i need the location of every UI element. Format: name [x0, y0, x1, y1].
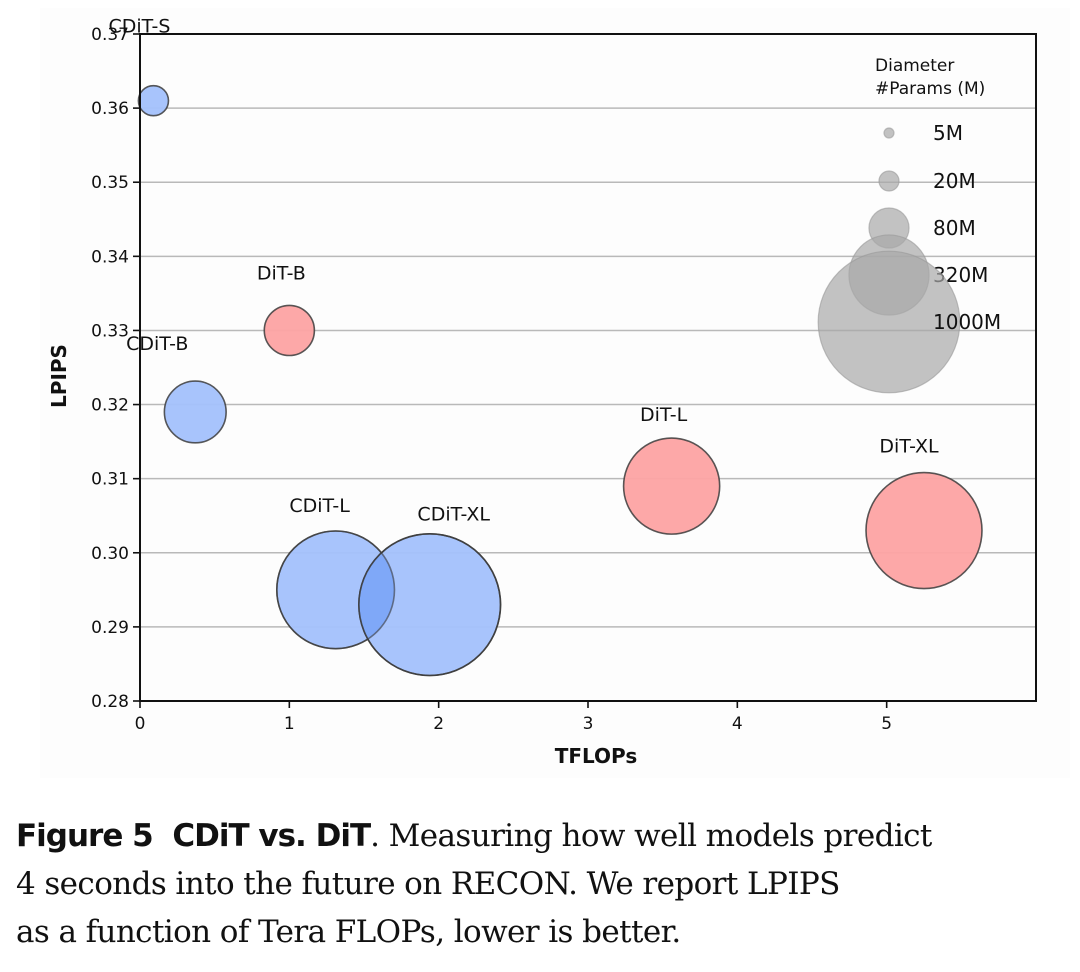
- y-tick-label: 0.29: [91, 618, 129, 638]
- y-tick-label: 0.33: [91, 321, 129, 341]
- caption-line-2: 4 seconds into the future on RECON. We r…: [16, 866, 840, 902]
- legend-label-80m: 80M: [933, 216, 976, 240]
- bubble-labels: CDiT-S CDiT-B CDiT-L CDiT-XL DiT-B DiT-L DiT-X…: [108, 16, 939, 526]
- legend-circle-5m: [883, 127, 895, 139]
- y-axis-title: LPIPS: [47, 344, 71, 408]
- bubble-label-dit-l: DiT-L: [640, 404, 688, 426]
- x-tick-label: 5: [881, 714, 892, 734]
- figure-caption: Figure 5 CDiT vs. DiT. Measuring how wel…: [16, 812, 1076, 956]
- bubbles: [137, 84, 983, 677]
- y-tick-label: 0.30: [91, 544, 129, 564]
- caption-text-1: . Measuring how well models predict: [370, 818, 932, 854]
- bubble-label-dit-xl: DiT-XL: [879, 436, 939, 458]
- x-tick-label: 0: [135, 714, 146, 734]
- y-tick-label: 0.31: [91, 470, 129, 490]
- legend-label-5m: 5M: [933, 121, 963, 145]
- bubble-label-cdit-xl: CDiT-XL: [417, 504, 490, 526]
- bubble-cdit-xl-outline: [358, 533, 502, 677]
- bubble-cdit-l-outline: [275, 530, 396, 650]
- bubble-dit-b: [263, 304, 316, 357]
- bubble-dit-xl: [865, 471, 983, 590]
- bubble-cdit-b: [163, 380, 227, 444]
- bubble-cdit-s: [137, 84, 170, 117]
- bubble-label-cdit-s: CDiT-S: [108, 16, 170, 38]
- x-tick-label: 3: [583, 714, 594, 734]
- x-tick-label: 4: [732, 714, 743, 734]
- caption-title: CDiT vs. DiT: [172, 818, 371, 854]
- y-tick-label: 0.35: [91, 173, 129, 193]
- axes: 0.28 0.29 0.30 0.31 0.32 0.33 0.34 0.35 0.36 0.37…: [91, 25, 1037, 734]
- y-tick-label: 0.34: [91, 247, 129, 267]
- y-tick-label: 0.28: [91, 692, 129, 712]
- bubble-label-cdit-l: CDiT-L: [289, 495, 350, 517]
- legend-circle-20m: [878, 170, 900, 192]
- bubble-dit-l: [622, 437, 721, 535]
- x-axis-title: TFLOPs: [555, 744, 638, 768]
- caption-line-1: Figure 5 CDiT vs. DiT. Measuring how wel…: [16, 812, 1076, 860]
- caption-line-3: as a function of Tera FLOPs, lower is be…: [16, 914, 681, 950]
- legend-title-line2: #Params (M): [875, 79, 985, 99]
- legend-label-1000m: 1000M: [933, 310, 1001, 334]
- legend-label-20m: 20M: [933, 169, 976, 193]
- caption-figure-label: Figure 5: [16, 818, 154, 854]
- bubble-label-cdit-b: CDiT-B: [126, 333, 188, 355]
- y-tick-label: 0.36: [91, 99, 129, 119]
- legend-title-line1: Diameter: [875, 56, 954, 76]
- bubble-label-dit-b: DiT-B: [257, 262, 306, 284]
- y-tick-label: 0.32: [91, 396, 129, 416]
- x-tick-label: 2: [433, 714, 444, 734]
- y-tick-label: 0.37: [91, 25, 129, 45]
- figure-area: 5M 20M 80M 320M 1000M Diameter #Params (M) 0.2…: [40, 8, 1070, 778]
- legend-circle-1000m: [817, 250, 961, 394]
- x-tick-label: 1: [284, 714, 295, 734]
